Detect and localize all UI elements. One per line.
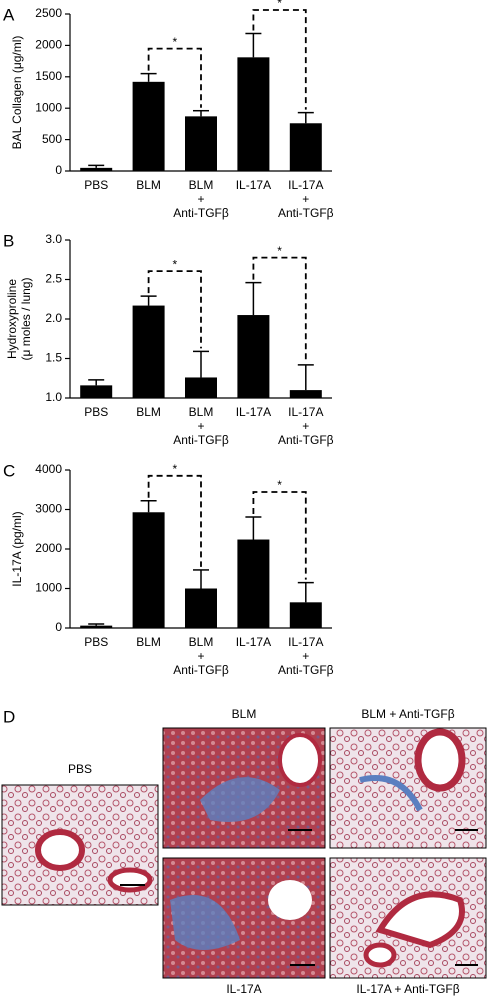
- y-tick-label: 0: [55, 163, 62, 177]
- bar: [132, 305, 165, 398]
- x-tick-label: BLM: [136, 635, 161, 649]
- y-axis-label: IL-17A (pg/ml): [10, 511, 24, 586]
- bar: [237, 315, 270, 398]
- x-tick-label: +: [197, 419, 204, 433]
- chart: B Hydroxyproline (μ moles / lung) 1.0 1.5 2.0…: [3, 231, 334, 447]
- bar: [80, 625, 113, 628]
- panel-letter: B: [3, 231, 14, 250]
- x-tick-label: PBS: [84, 178, 108, 192]
- micrograph-panel: D PBS BLM BLM + Anti-TGFβ IL-17A IL-17A …: [1, 707, 487, 996]
- bar: [132, 512, 165, 628]
- x-tick-label: IL-17A: [236, 405, 271, 419]
- significance-marker: *: [277, 478, 282, 492]
- y-tick-label: 3000: [35, 502, 62, 516]
- x-tick-label: Anti-TGFβ: [173, 663, 229, 677]
- x-tick-label: Anti-TGFβ: [278, 433, 334, 447]
- bar: [80, 385, 113, 398]
- significance-marker: *: [277, 0, 282, 10]
- y-tick-label: 1.5: [45, 351, 62, 365]
- y-axis-label: BAL Collagen (μg/ml): [10, 36, 24, 150]
- y-tick-label: 2.0: [45, 311, 62, 325]
- y-tick-label: 1500: [35, 69, 62, 83]
- y-tick-label: 2000: [35, 38, 62, 52]
- y-tick-label: 3.0: [45, 232, 62, 246]
- x-tick-label: +: [197, 192, 204, 206]
- x-tick-label: BLM: [189, 178, 214, 192]
- image-label: PBS: [68, 762, 92, 776]
- image-label: BLM + Anti-TGFβ: [361, 707, 454, 721]
- significance-bracket: [147, 47, 202, 108]
- x-tick-label: +: [197, 649, 204, 663]
- chart: C IL-17A (pg/ml) 0 1000 2000 3000 4000 PBS BLM BL…: [3, 461, 334, 677]
- x-tick-label: BLM: [136, 405, 161, 419]
- y-tick-label: 4000: [35, 462, 62, 476]
- micrograph: [162, 857, 326, 979]
- significance-bracket: [147, 474, 202, 567]
- y-tick-label: 500: [42, 132, 62, 146]
- y-tick-label: 0: [55, 620, 62, 634]
- x-tick-label: IL-17A: [236, 635, 271, 649]
- micrograph: [329, 857, 487, 979]
- x-tick-label: +: [302, 419, 309, 433]
- bar: [237, 539, 270, 628]
- y-tick-label: 1.0: [45, 390, 62, 404]
- significance-bracket: [147, 270, 202, 349]
- panel-letter: C: [3, 461, 15, 480]
- x-tick-label: IL-17A: [288, 635, 323, 649]
- x-tick-label: BLM: [189, 635, 214, 649]
- bar: [289, 123, 322, 171]
- bar: [237, 57, 270, 171]
- bar: [289, 602, 322, 628]
- x-tick-label: BLM: [189, 405, 214, 419]
- panel-letter: A: [3, 5, 15, 24]
- significance-bracket: [252, 256, 307, 362]
- significance-bracket: [252, 491, 307, 580]
- significance-marker: *: [172, 35, 177, 49]
- x-tick-label: +: [302, 192, 309, 206]
- y-tick-label: 1000: [35, 581, 62, 595]
- x-tick-label: Anti-TGFβ: [173, 433, 229, 447]
- bar: [185, 116, 217, 171]
- x-tick-label: Anti-TGFβ: [278, 206, 334, 220]
- x-tick-label: Anti-TGFβ: [173, 206, 229, 220]
- x-tick-label: +: [302, 649, 309, 663]
- micrograph: [162, 727, 326, 849]
- y-axis-label: Hydroxyproline: [5, 279, 19, 359]
- x-tick-label: Anti-TGFβ: [278, 663, 334, 677]
- x-tick-label: PBS: [84, 635, 108, 649]
- x-tick-label: IL-17A: [236, 178, 271, 192]
- micrograph: [1, 784, 159, 906]
- x-tick-label: IL-17A: [288, 405, 323, 419]
- significance-marker: *: [172, 462, 177, 476]
- bar: [185, 588, 217, 628]
- x-tick-label: IL-17A: [288, 178, 323, 192]
- y-tick-label: 2500: [35, 6, 62, 20]
- y-axis-label: (μ moles / lung): [19, 278, 33, 361]
- significance-marker: *: [172, 257, 177, 271]
- panel-letter: D: [3, 707, 15, 726]
- y-tick-label: 1000: [35, 100, 62, 114]
- x-tick-label: BLM: [136, 178, 161, 192]
- y-tick-label: 2000: [35, 541, 62, 555]
- significance-marker: *: [277, 244, 282, 258]
- image-label: IL-17A + Anti-TGFβ: [356, 982, 459, 996]
- chart: A BAL Collagen (μg/ml) 0 500 1000 1500 2000 250…: [3, 0, 334, 220]
- significance-bracket: [252, 9, 307, 110]
- image-label: IL-17A: [226, 982, 261, 996]
- x-tick-label: PBS: [84, 405, 108, 419]
- bar: [132, 81, 165, 171]
- bar: [80, 167, 113, 171]
- y-tick-label: 2.5: [45, 272, 62, 286]
- bar: [185, 377, 217, 398]
- bar: [289, 390, 322, 398]
- micrograph: [329, 727, 487, 849]
- image-label: BLM: [232, 707, 257, 721]
